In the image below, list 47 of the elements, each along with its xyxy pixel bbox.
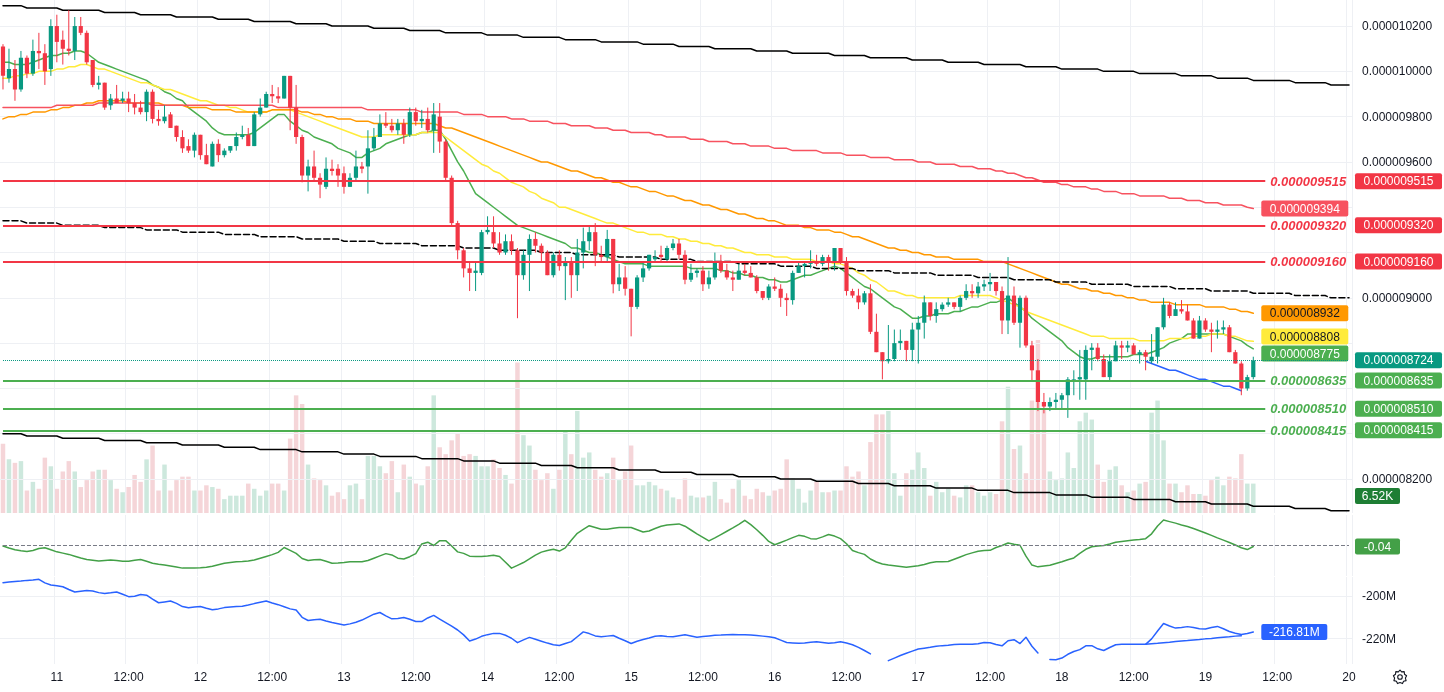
text: 0.000008510 (1363, 401, 1434, 416)
y-tick-label: 0.000010000 (1362, 64, 1433, 79)
x-tick-label: 12:00 (831, 670, 862, 684)
data-label: 0.000009394 (1269, 201, 1341, 216)
text: -0.04 (1363, 539, 1392, 554)
x-tick-label: 18 (1055, 670, 1069, 684)
x-tick-label: 13 (337, 670, 351, 684)
x-tick-label: 17 (911, 670, 926, 684)
ref-line-label: 0.000008635 (1270, 373, 1347, 388)
y-tick-label: -200M (1362, 589, 1397, 604)
data-label: 0.000008932 (1269, 306, 1341, 321)
x-tick-label: 12:00 (257, 670, 288, 684)
y-tick-label: 0.000009000 (1362, 290, 1433, 305)
x-tick-label: 11 (50, 670, 64, 684)
x-tick-label: 19 (1198, 670, 1213, 684)
ref-line-label: 0.000008510 (1270, 401, 1347, 417)
x-tick-label: 12:00 (687, 670, 719, 684)
x-tick-label: 12:00 (1118, 670, 1149, 684)
y-tick-label: -220M (1362, 631, 1397, 646)
text: 0.000009320 (1363, 218, 1434, 233)
text: 0.000008635 (1363, 373, 1434, 388)
x-tick-label: 12:00 (400, 670, 432, 684)
data-label: -216.81M (1268, 624, 1320, 639)
text: 6.52K (1361, 489, 1394, 504)
text: 0.000009160 (1363, 254, 1434, 269)
y-tick-label: 0.000009800 (1362, 109, 1433, 124)
x-tick-label: 12:00 (544, 670, 575, 684)
text: 0.000009515 (1363, 174, 1434, 189)
x-tick-label: 12 (193, 670, 208, 684)
x-tick-label: 12:00 (113, 670, 144, 684)
data-label: 0.000008775 (1269, 346, 1341, 361)
x-tick-label: 20 (1342, 670, 1356, 684)
ref-line-label: 0.000009160 (1270, 254, 1347, 270)
x-tick-label: 15 (624, 670, 639, 684)
y-tick-label: 0.000009600 (1362, 154, 1433, 169)
text: 0.000008415 (1363, 423, 1434, 438)
ref-line-label: 0.000009320 (1270, 217, 1347, 233)
ref-line-label: 0.000009515 (1270, 173, 1347, 189)
x-tick-label: 12:00 (1262, 670, 1293, 684)
y-tick-label: 0.000008200 (1362, 472, 1433, 487)
x-tick-label: 12:00 (975, 670, 1006, 684)
x-tick-label: 14 (480, 670, 495, 684)
y-tick-label: 0.000010200 (1362, 19, 1433, 34)
ref-line-label: 0.000008724 (1363, 353, 1434, 368)
data-label: 0.000008808 (1269, 329, 1341, 344)
x-tick-label: 16 (768, 670, 782, 684)
ref-line-label: 0.000008415 (1270, 422, 1347, 438)
